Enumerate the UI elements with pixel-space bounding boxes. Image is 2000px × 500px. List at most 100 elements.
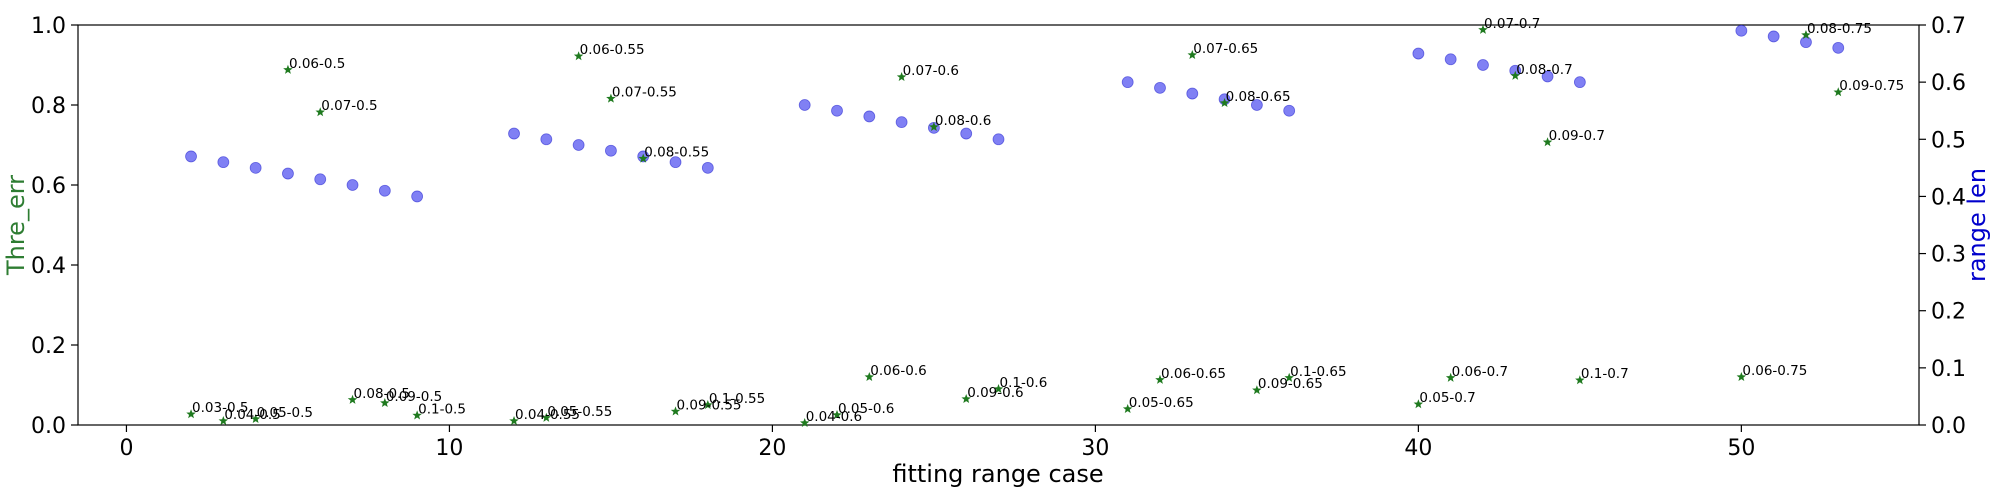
point-annotation: 0.09-0.75 xyxy=(1839,78,1904,94)
thre-err-point xyxy=(186,409,196,419)
right-y-tick-label: 0.5 xyxy=(1931,128,1966,153)
point-annotation: 0.04-0.6 xyxy=(806,409,862,425)
thre-err-point xyxy=(1219,98,1230,108)
range-len-point xyxy=(314,173,327,186)
range-len-point xyxy=(1121,76,1134,89)
right-y-axis-title: range len xyxy=(1963,168,1991,282)
thre-err-point xyxy=(1445,372,1456,382)
range-len-point xyxy=(346,179,359,191)
range-len-point xyxy=(1186,87,1199,100)
right-y-tick-label: 0.2 xyxy=(1931,300,1966,325)
point-annotation: 0.05-0.7 xyxy=(1419,390,1475,406)
thre-err-point xyxy=(412,410,422,420)
left-y-tick-label: 0.8 xyxy=(31,94,66,119)
thre-err-point xyxy=(1833,87,1844,97)
point-annotation: 0.07-0.65 xyxy=(1193,41,1258,57)
range-len-point xyxy=(1477,59,1489,71)
range-len-point xyxy=(1154,81,1166,94)
range-len-point xyxy=(411,190,424,203)
thre-err-point xyxy=(380,398,390,408)
left-y-axis: 0.0 0.2 0.4 0.6 0.8 1.0 xyxy=(31,14,78,439)
thre-err-point xyxy=(1187,50,1198,60)
right-y-tick-label: 0.4 xyxy=(1931,185,1966,210)
range-len-point xyxy=(960,127,973,140)
point-annotation: 0.07-0.7 xyxy=(1484,16,1540,32)
point-annotation: 0.1-0.7 xyxy=(1581,366,1629,382)
right-y-axis: 0.0 0.1 0.2 0.3 0.4 0.5 0.6 0.7 xyxy=(1919,14,1966,439)
point-annotation: 0.04-0.5 xyxy=(224,407,280,423)
point-annotation: 0.06-0.75 xyxy=(1742,363,1807,379)
thre-err-point xyxy=(670,406,681,416)
range-len-point xyxy=(185,150,197,163)
thre-err-point xyxy=(1122,404,1133,414)
right-y-tick-label: 0.0 xyxy=(1931,414,1966,439)
range-len-point xyxy=(895,116,908,129)
range-len-point xyxy=(572,139,585,151)
point-annotation: 0.06-0.65 xyxy=(1161,366,1226,382)
range-len-point xyxy=(605,144,617,157)
point-annotation: 0.08-0.6 xyxy=(935,113,991,129)
range-len-point xyxy=(540,133,553,146)
range-len-point xyxy=(1412,47,1425,60)
point-annotation: 0.1-0.6 xyxy=(1000,375,1048,391)
thre-err-point xyxy=(896,72,907,82)
thre-err-point xyxy=(606,93,616,103)
point-annotation: 0.06-0.5 xyxy=(289,56,345,72)
point-annotation: 0.09-0.55 xyxy=(677,397,742,413)
left-y-tick-label: 0.6 xyxy=(31,174,66,199)
point-annotation: 0.09-0.6 xyxy=(967,385,1023,401)
point-annotation: 0.05-0.65 xyxy=(1129,395,1194,411)
point-annotation: 0.05-0.5 xyxy=(257,405,313,421)
thre-err-point xyxy=(541,412,552,422)
range-len-point xyxy=(1832,41,1845,54)
thre-err-point xyxy=(1542,137,1553,147)
thre-err-point xyxy=(250,414,261,424)
range-len-point xyxy=(863,110,876,123)
point-annotation: 0.1-0.65 xyxy=(1290,364,1346,380)
range-len-point xyxy=(798,99,811,111)
range-len-point xyxy=(1250,99,1263,111)
left-y-tick-label: 0.0 xyxy=(31,414,66,439)
point-annotation: 0.06-0.6 xyxy=(870,363,926,379)
thre-err-point xyxy=(1801,30,1811,40)
thre-err-point xyxy=(832,410,842,420)
thre-err-series xyxy=(186,24,1844,428)
thre-err-point xyxy=(1510,70,1521,80)
point-annotation: 0.09-0.7 xyxy=(1549,128,1605,144)
point-annotation: 0.09-0.65 xyxy=(1258,376,1323,392)
range-len-point xyxy=(1735,24,1748,37)
x-tick-label: 0 xyxy=(119,436,133,461)
range-len-point xyxy=(1767,30,1780,43)
x-tick-label: 20 xyxy=(758,436,786,461)
thre-err-point xyxy=(1155,374,1165,384)
point-annotation: 0.04-0.55 xyxy=(515,407,580,423)
point-annotation: 0.07-0.55 xyxy=(612,85,677,101)
range-len-point xyxy=(701,161,714,174)
range-len-point xyxy=(1573,76,1586,89)
left-y-tick-label: 0.4 xyxy=(31,254,66,279)
range-len-point xyxy=(508,127,520,140)
point-annotation: 0.05-0.6 xyxy=(838,401,894,417)
range-len-point xyxy=(249,161,262,174)
point-annotation: 0.07-0.6 xyxy=(903,63,959,79)
right-y-tick-label: 0.1 xyxy=(1931,357,1966,382)
thre-err-point xyxy=(703,400,713,410)
thre-err-point xyxy=(218,416,229,426)
range-len-point xyxy=(282,167,294,180)
point-annotation: 0.09-0.5 xyxy=(386,389,442,405)
thre-err-point xyxy=(573,51,584,61)
x-tick-label: 40 xyxy=(1404,436,1432,461)
range-len-point xyxy=(217,156,230,169)
thre-err-point xyxy=(1284,372,1294,382)
x-tick-label: 50 xyxy=(1727,436,1755,461)
thre-err-point xyxy=(1575,375,1585,385)
point-annotation: 0.08-0.75 xyxy=(1807,21,1872,37)
point-annotation: 0.1-0.55 xyxy=(709,391,765,407)
left-y-tick-label: 0.2 xyxy=(31,334,66,359)
range-len-point xyxy=(1283,104,1296,117)
range-len-point xyxy=(1800,36,1812,49)
thre-err-point xyxy=(864,372,875,382)
thre-err-point xyxy=(1252,385,1262,395)
x-tick-label: 10 xyxy=(435,436,463,461)
